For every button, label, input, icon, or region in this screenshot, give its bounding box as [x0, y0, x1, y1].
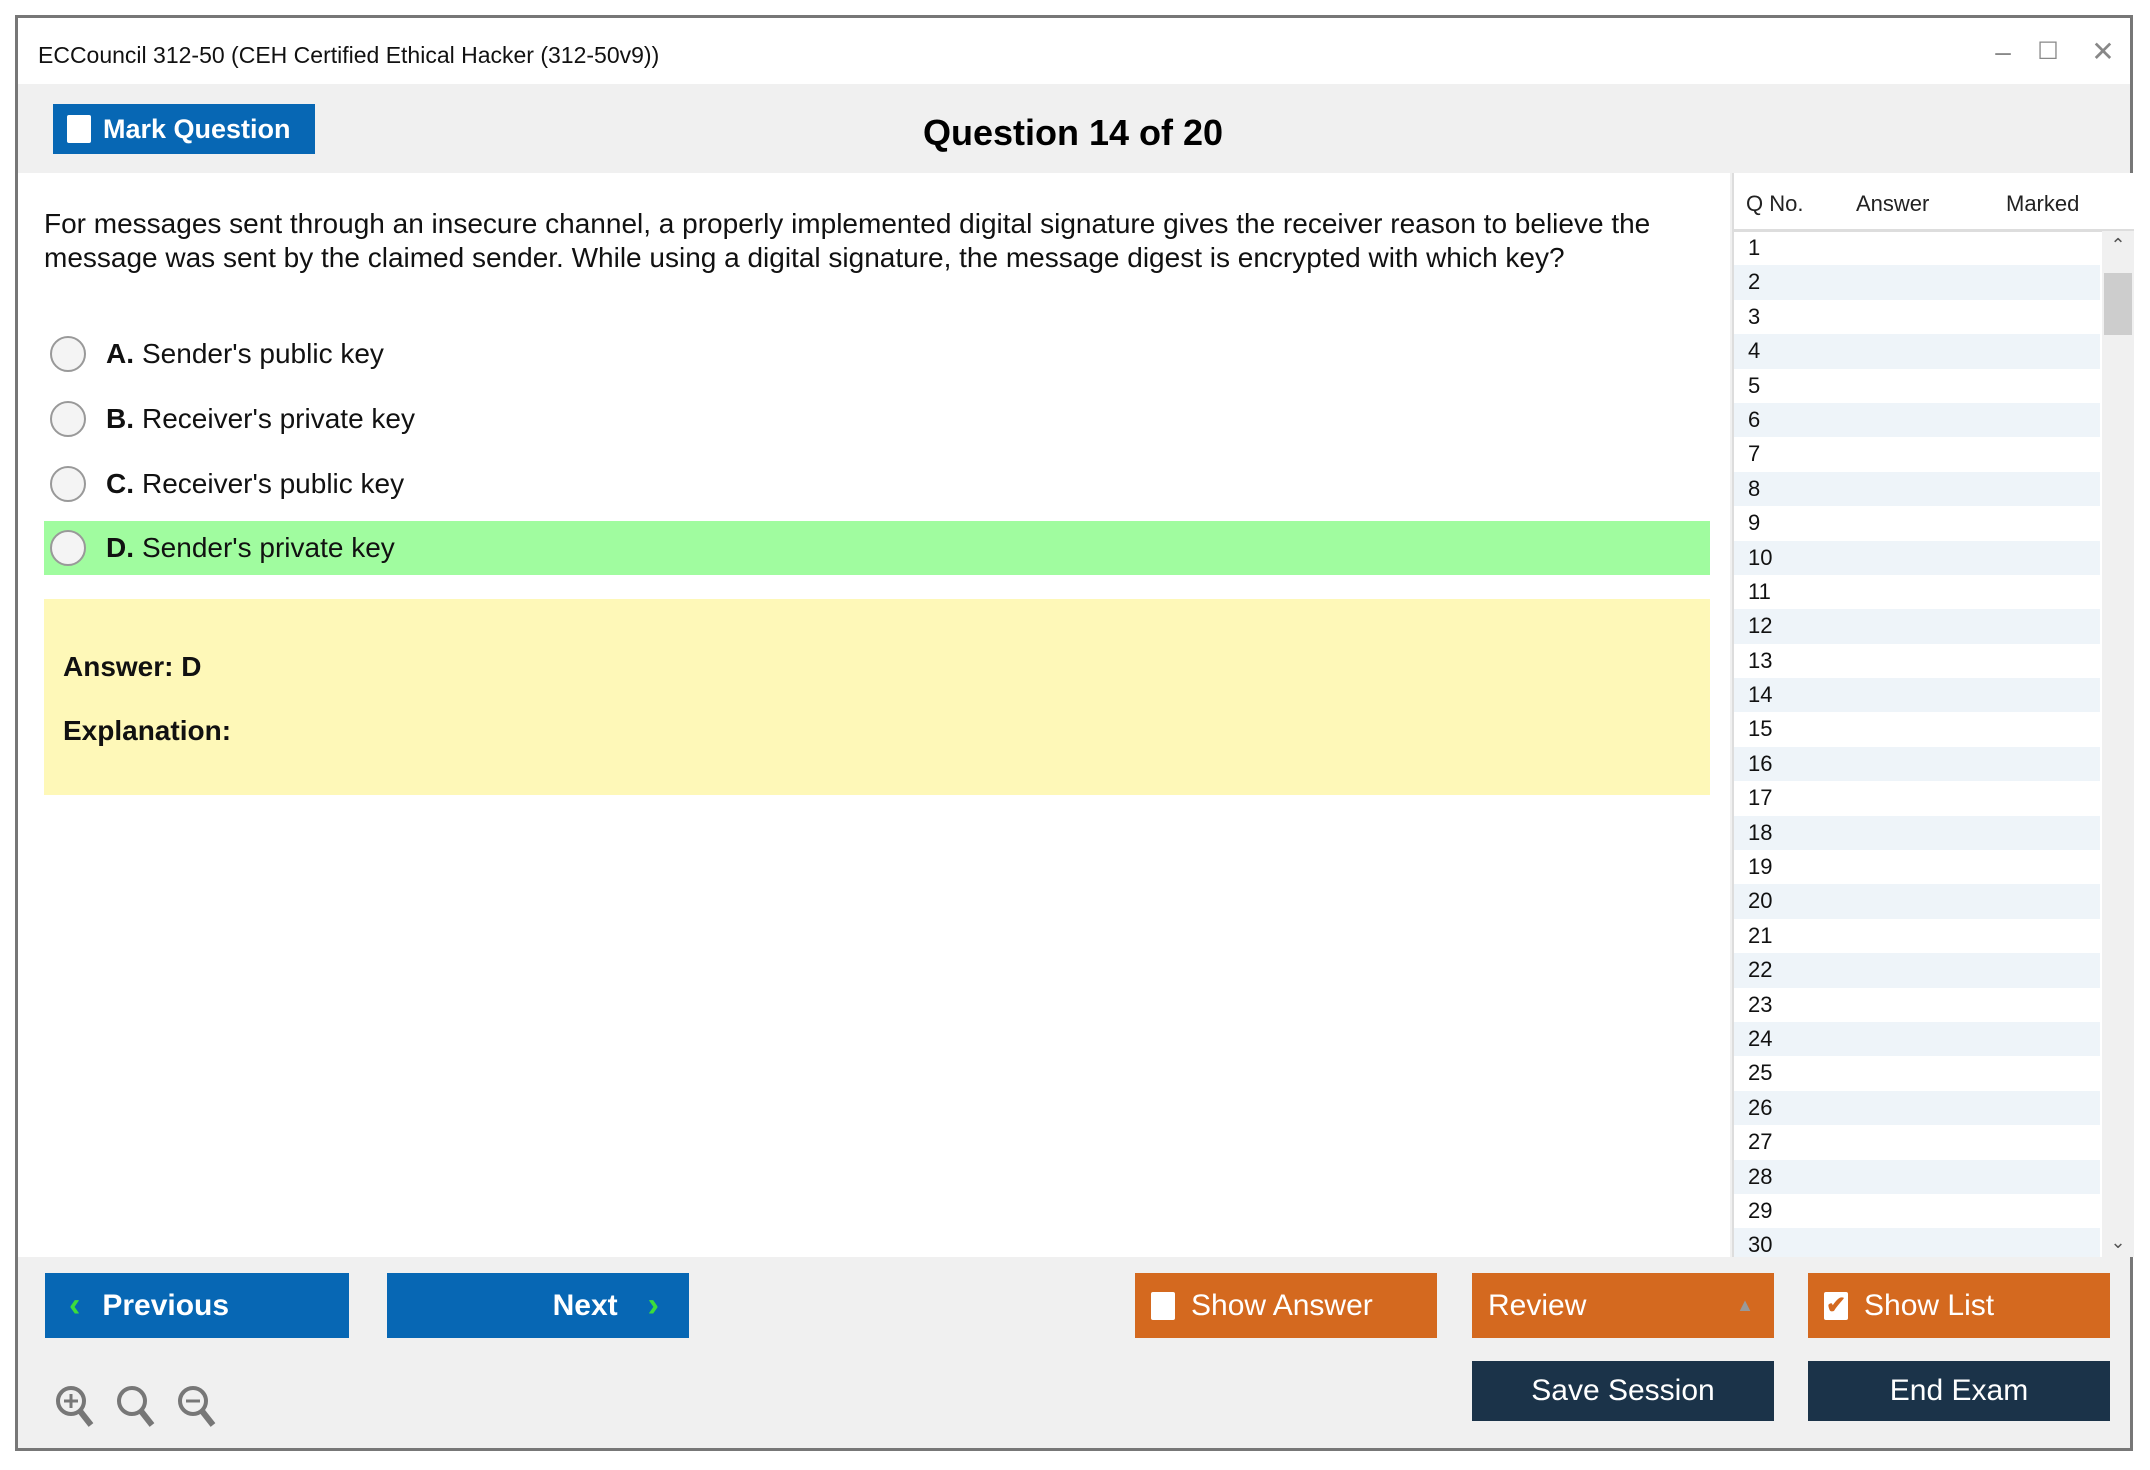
scroll-up-icon[interactable]: ⌃: [2110, 235, 2126, 255]
review-label: Review: [1488, 1288, 1587, 1322]
list-item[interactable]: 12: [1734, 609, 2100, 644]
list-item[interactable]: 7: [1748, 441, 1761, 467]
minimize-icon[interactable]: –: [1995, 36, 2011, 67]
save-session-label: Save Session: [1531, 1374, 1715, 1407]
scrollbar-thumb[interactable]: [2104, 273, 2132, 335]
list-item[interactable]: 17: [1748, 785, 1773, 811]
show-list-button[interactable]: ✔ Show List: [1808, 1273, 2110, 1338]
list-item[interactable]: 6: [1734, 402, 2100, 438]
list-item[interactable]: 21: [1748, 922, 1773, 948]
list-item[interactable]: 26: [1734, 1090, 2100, 1126]
end-exam-button[interactable]: End Exam: [1808, 1361, 2110, 1421]
radio-button[interactable]: [50, 401, 86, 437]
zoom-out-icon[interactable]: [175, 1383, 219, 1431]
list-item[interactable]: 4: [1734, 334, 2100, 369]
radio-button[interactable]: [50, 530, 86, 566]
question-panel: For messages sent through an insecure ch…: [18, 173, 1730, 1257]
save-session-button[interactable]: Save Session: [1472, 1361, 1774, 1421]
list-item[interactable]: 20: [1734, 884, 2100, 919]
scroll-down-icon[interactable]: ⌄: [2110, 1232, 2126, 1252]
list-item[interactable]: 9: [1748, 510, 1761, 536]
option-text: Sender's private key: [142, 532, 395, 563]
list-item[interactable]: 19: [1748, 854, 1773, 880]
checkbox-checked-icon: ✔: [1824, 1291, 1848, 1320]
list-item[interactable]: 2: [1734, 265, 2100, 300]
option-letter: C.: [106, 468, 134, 499]
show-list-label: Show List: [1864, 1288, 1995, 1322]
zoom-reset-icon[interactable]: [114, 1383, 158, 1431]
mark-question-label: Mark Question: [103, 113, 291, 144]
end-exam-label: End Exam: [1889, 1374, 2029, 1407]
list-item[interactable]: 28: [1734, 1159, 2100, 1194]
column-header-answer[interactable]: Answer: [1856, 191, 1930, 216]
list-item[interactable]: 16: [1734, 746, 2100, 782]
list-item[interactable]: 3: [1748, 303, 1761, 329]
list-rows: 1 2 3 4 5 6 7 8 9 10 11 12 13 14 15 16 17 18 19 20 21 22 23 24 2…: [1734, 231, 2100, 1257]
show-answer-button[interactable]: Show Answer: [1135, 1273, 1437, 1338]
list-item[interactable]: 1: [1748, 235, 1761, 260]
title-bar: ECCouncil 312-50 (CEH Certified Ethical …: [18, 18, 2130, 84]
list-item[interactable]: 25: [1748, 1060, 1773, 1086]
list-item[interactable]: 23: [1748, 991, 1773, 1017]
option-text: Sender's public key: [142, 338, 384, 369]
answer-box: Answer: D Explanation:: [44, 599, 1710, 795]
list-item[interactable]: 8: [1734, 471, 2100, 507]
radio-button[interactable]: [50, 466, 86, 502]
question-title: Question 14 of 20: [922, 112, 1224, 153]
option-b[interactable]: B. Receiver's private key: [44, 392, 1710, 446]
maximize-icon[interactable]: ☐: [2037, 38, 2059, 65]
list-item[interactable]: 27: [1748, 1129, 1773, 1155]
option-letter: A.: [106, 338, 134, 369]
question-text: For messages sent through an insecure ch…: [44, 208, 1651, 273]
previous-button[interactable]: ‹ Previous: [45, 1273, 349, 1338]
zoom-in-icon[interactable]: [53, 1383, 97, 1431]
list-item[interactable]: 22: [1734, 953, 2100, 988]
list-item[interactable]: 15: [1748, 716, 1773, 742]
option-letter: D.: [106, 532, 134, 563]
caret-up-icon: ▲: [1736, 1295, 1754, 1315]
chevron-right-icon: ›: [647, 1286, 659, 1324]
app-window: ECCouncil 312-50 (CEH Certified Ethical …: [15, 15, 2134, 1451]
next-button[interactable]: Next ›: [387, 1273, 689, 1338]
list-item[interactable]: 30: [1734, 1228, 2100, 1257]
option-c[interactable]: C. Receiver's public key: [44, 457, 1710, 511]
list-item[interactable]: 14: [1734, 678, 2100, 713]
review-dropdown[interactable]: Review ▲: [1472, 1273, 1774, 1338]
column-header-marked[interactable]: Marked: [2006, 191, 2080, 216]
answer-label: Answer: D: [63, 651, 202, 682]
list-item[interactable]: 29: [1748, 1197, 1773, 1223]
list-item[interactable]: 10: [1734, 540, 2100, 575]
close-icon[interactable]: ✕: [2091, 36, 2115, 67]
option-letter: B.: [106, 403, 134, 434]
option-text: Receiver's public key: [142, 468, 405, 499]
explanation-label: Explanation:: [63, 715, 232, 746]
list-header: Q No. Answer Marked: [1734, 173, 2134, 232]
list-item[interactable]: 13: [1748, 647, 1773, 673]
option-a[interactable]: A. Sender's public key: [44, 327, 1710, 381]
list-item[interactable]: 24: [1734, 1021, 2100, 1057]
scrollbar[interactable]: ⌃ ⌄: [2102, 231, 2134, 1257]
radio-button[interactable]: [50, 336, 86, 372]
chevron-left-icon: ‹: [69, 1286, 81, 1324]
window-title: ECCouncil 312-50 (CEH Certified Ethical …: [38, 42, 660, 68]
list-item[interactable]: 11: [1748, 578, 1771, 604]
list-item[interactable]: 18: [1734, 815, 2100, 851]
toolbar: Mark Question Question 14 of 20: [18, 84, 2130, 173]
column-header-qno[interactable]: Q No.: [1746, 191, 1804, 216]
show-answer-label: Show Answer: [1191, 1288, 1373, 1322]
option-text: Receiver's private key: [142, 403, 415, 434]
option-d[interactable]: D. Sender's private key: [44, 521, 1710, 575]
checkbox-icon: [67, 115, 91, 143]
next-label: Next: [552, 1288, 618, 1322]
checkbox-icon: [1151, 1291, 1175, 1320]
previous-label: Previous: [102, 1288, 230, 1322]
question-list: Q No. Answer Marked 1 2 3 4 5 6 7 8 9 10 11 12 13 14 1…: [1732, 173, 2134, 1257]
mark-question-button[interactable]: Mark Question: [53, 104, 315, 154]
list-item[interactable]: 5: [1748, 372, 1761, 398]
